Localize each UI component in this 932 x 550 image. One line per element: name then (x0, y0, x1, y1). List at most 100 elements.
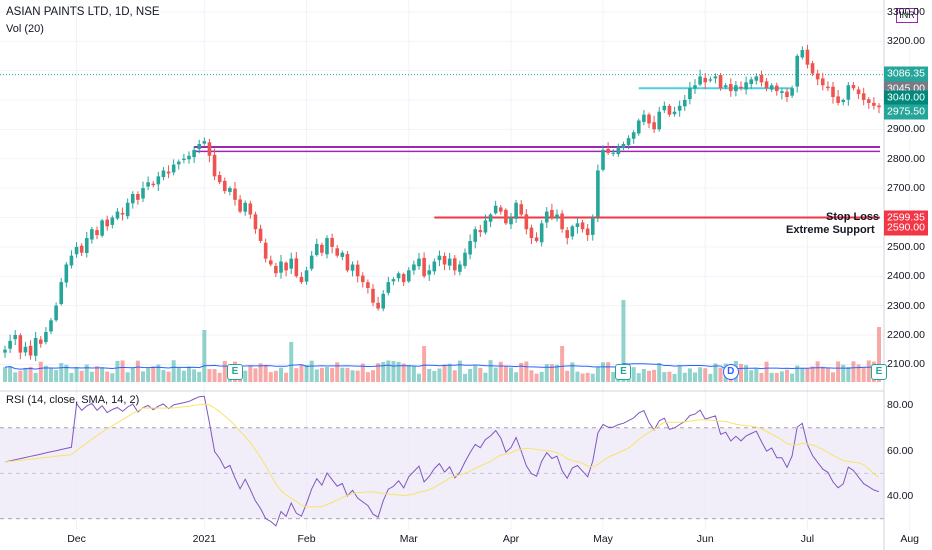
candle (590, 214, 595, 241)
volume-bar (585, 372, 590, 382)
candle (74, 242, 79, 258)
candle (314, 238, 319, 257)
candle (693, 79, 697, 94)
volume-bar (744, 365, 749, 382)
volume-bar (718, 367, 723, 382)
volume-bar (417, 373, 421, 382)
candle (642, 110, 646, 126)
volume-bar (376, 363, 381, 382)
earnings-badge[interactable]: E (871, 364, 887, 380)
volume-bar (662, 372, 667, 382)
volume-bar (217, 372, 222, 382)
volume-bar (284, 372, 289, 382)
volume-bar (468, 368, 473, 382)
volume-bar (841, 364, 846, 382)
candle (49, 317, 53, 334)
candle (723, 83, 728, 90)
candle (217, 171, 222, 185)
stop-loss-label: Stop Loss (826, 211, 880, 223)
candle (677, 100, 682, 117)
candle (458, 260, 462, 276)
candle (325, 235, 329, 259)
candle (790, 85, 794, 98)
price-tick-label: 2700.00 (887, 182, 925, 195)
volume-bar (355, 370, 360, 382)
price-tick-label: 2400.00 (887, 270, 925, 283)
volume-bar (161, 370, 166, 382)
volume-bar (641, 369, 646, 382)
candle (146, 176, 150, 191)
candle (8, 334, 12, 354)
volume-bar (146, 368, 151, 382)
candle (769, 83, 774, 92)
volume-bar (749, 370, 754, 382)
volume-bar (33, 372, 38, 382)
candle (652, 115, 656, 133)
candle (23, 341, 28, 356)
volume-bar (739, 363, 743, 382)
volume-bar (488, 360, 493, 382)
price-tick-label: 2500.00 (887, 240, 925, 253)
volume-bar (595, 366, 600, 382)
candle (800, 46, 805, 60)
candle (836, 90, 840, 106)
currency-badge[interactable]: INR (896, 8, 918, 23)
volume-bar (437, 368, 442, 382)
time-tick-label: Jul (800, 533, 815, 545)
volume-bar (636, 373, 641, 382)
time-tick-label: Mar (399, 533, 418, 545)
price-tick-label: 2100.00 (887, 358, 925, 371)
candle (529, 224, 534, 245)
dividend-badge[interactable]: D (722, 364, 739, 380)
volume-bar (693, 372, 697, 382)
volume-bar (779, 371, 784, 382)
time-tick-label: 2021 (192, 533, 217, 545)
candle (182, 154, 186, 164)
candle (110, 215, 115, 229)
volume-bar (125, 372, 130, 382)
candle (417, 252, 421, 270)
candle (105, 215, 110, 231)
candle (320, 242, 324, 256)
candle (468, 234, 472, 260)
volume-bar (621, 300, 626, 382)
candle (815, 69, 820, 86)
candle (340, 250, 345, 261)
volume-bar (350, 370, 355, 382)
candle (483, 214, 488, 235)
candle (212, 148, 217, 181)
candle (820, 72, 825, 91)
volume-bar (687, 368, 692, 382)
candle (550, 203, 554, 221)
volume-bar (785, 369, 789, 382)
volume-label: Vol (20) (6, 23, 44, 35)
volume-bar (89, 371, 94, 382)
candle (44, 327, 48, 345)
candle (350, 261, 355, 277)
volume-bar (877, 327, 881, 382)
earnings-badge[interactable]: E (615, 364, 632, 380)
volume-bar (345, 367, 350, 382)
volume-bar (606, 362, 611, 382)
candle (330, 233, 334, 254)
candle (115, 208, 120, 221)
candle (54, 302, 58, 322)
volume-bar (503, 365, 508, 382)
candle (810, 60, 815, 76)
candle (238, 195, 242, 214)
volume-bar (851, 361, 856, 382)
candle (432, 258, 437, 275)
volume-bar (652, 369, 657, 382)
candle (647, 112, 651, 129)
rsi-ma-line (4, 403, 880, 508)
volume-bar (565, 370, 570, 382)
volume-bar (498, 361, 503, 382)
earnings-badge[interactable]: E (227, 364, 243, 380)
candle (100, 218, 104, 238)
volume-bar (110, 373, 115, 382)
volume-bar (831, 372, 835, 382)
volume-bar (314, 369, 319, 382)
volume-bar (810, 366, 815, 382)
volume-bar (95, 366, 99, 382)
